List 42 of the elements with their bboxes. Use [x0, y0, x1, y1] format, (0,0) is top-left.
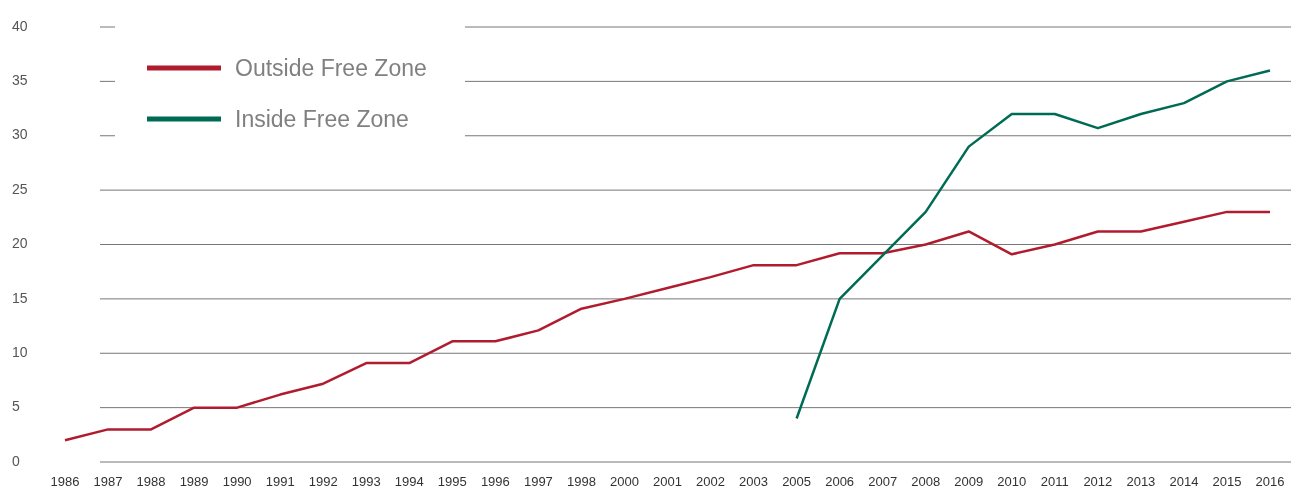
y-tick-label: 25 — [12, 180, 28, 197]
x-tick-label: 2011 — [1040, 474, 1069, 489]
x-tick-label: 2001 — [653, 474, 682, 489]
y-tick-label: 0 — [12, 452, 20, 469]
x-tick-label: 2016 — [1255, 474, 1285, 489]
x-tick-label: 1991 — [265, 474, 295, 489]
x-tick-label: 1997 — [523, 474, 553, 489]
x-tick-label: 1993 — [351, 474, 381, 489]
y-tick-label: 20 — [12, 235, 28, 252]
y-tick-label: 10 — [12, 343, 28, 360]
x-tick-label: 1989 — [179, 474, 209, 489]
x-tick-label: 2009 — [954, 474, 984, 489]
line-series — [795, 69, 1272, 420]
y-tick-label: 30 — [12, 126, 28, 143]
line-series — [63, 210, 1272, 442]
y-tick-label: 5 — [12, 398, 20, 415]
y-tick-label: 40 — [12, 17, 28, 34]
legend-label: Outside Free Zone — [235, 55, 427, 81]
legend-label: Inside Free Zone — [235, 106, 409, 132]
x-tick-label: 1996 — [480, 474, 510, 489]
x-tick-label: 2006 — [825, 474, 855, 489]
x-tick-label: 2000 — [610, 474, 639, 489]
x-tick-label: 1998 — [566, 474, 596, 489]
x-tick-label: 2012 — [1083, 474, 1113, 489]
x-tick-label: 1986 — [50, 474, 80, 489]
x-tick-label: 2002 — [696, 474, 725, 489]
x-tick-label: 2013 — [1126, 474, 1156, 489]
y-tick-label: 35 — [12, 72, 28, 89]
x-tick-label: 2003 — [739, 474, 769, 489]
x-tick-label: 2015 — [1212, 474, 1242, 489]
x-tick-label: 1995 — [437, 474, 467, 489]
x-tick-label: 1988 — [136, 474, 166, 489]
x-tick-label: 2007 — [868, 474, 898, 489]
x-tick-label: 1990 — [222, 474, 252, 489]
x-tick-label: 1992 — [308, 474, 338, 489]
x-tick-label: 1987 — [93, 474, 123, 489]
x-tick-label: 2014 — [1169, 474, 1199, 489]
x-tick-label: 2010 — [997, 474, 1027, 489]
x-tick-label: 2008 — [911, 474, 941, 489]
x-tick-label: 2005 — [782, 474, 812, 489]
x-tick-label: 1994 — [394, 474, 424, 489]
y-tick-label: 15 — [12, 289, 28, 306]
